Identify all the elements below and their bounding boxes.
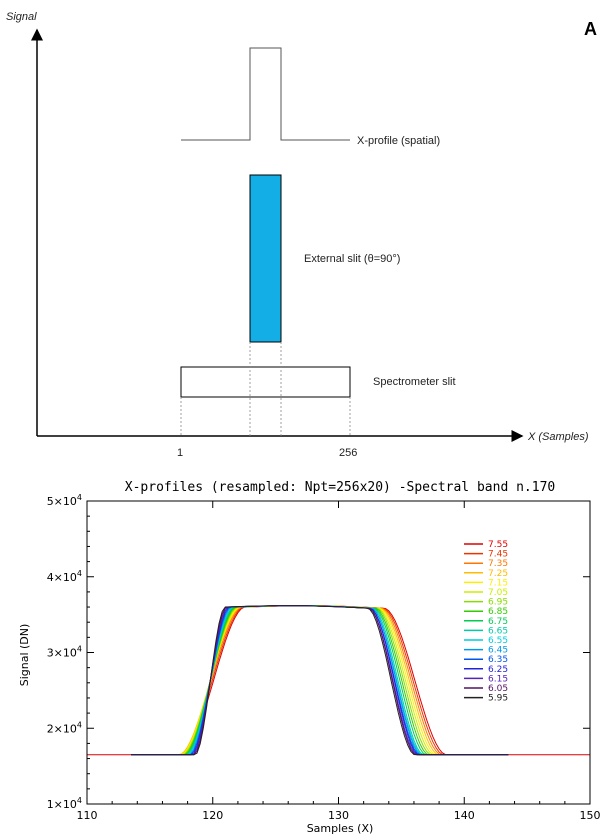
legend: 7.557.457.357.257.157.056.956.856.756.65… xyxy=(464,540,508,704)
legend-label: 7.45 xyxy=(488,550,508,560)
legend-label: 7.15 xyxy=(488,578,508,588)
x-tick-label: 110 xyxy=(77,809,98,822)
legend-label: 6.65 xyxy=(488,626,508,636)
series-line-7.45 xyxy=(131,605,509,756)
legend-label: 6.25 xyxy=(488,665,508,675)
legend-label: 6.15 xyxy=(488,674,508,684)
y-axis-title: Signal (DN) xyxy=(18,624,31,687)
x-tick-label: 150 xyxy=(580,809,601,822)
y-tick-label: 5×104 xyxy=(47,493,82,508)
series-line-7.35 xyxy=(131,605,509,756)
series-line-7.05 xyxy=(131,605,509,756)
legend-label: 6.75 xyxy=(488,617,508,627)
x-tick-label: 130 xyxy=(328,809,349,822)
y-tick-label: 4×104 xyxy=(47,569,82,584)
plot-lines xyxy=(87,605,590,756)
plot-frame xyxy=(86,500,591,805)
series-line-6.15 xyxy=(131,605,509,756)
chart-title: X-profiles (resampled: Npt=256x20) -Spec… xyxy=(125,480,555,495)
series-line-6.05 xyxy=(131,605,509,756)
series-line-6.65 xyxy=(131,605,509,756)
x-axis-label-samples: X (Samples) xyxy=(527,431,589,443)
y-tick-label: 3×104 xyxy=(47,645,82,660)
series-line-7.55 xyxy=(87,605,590,756)
series-line-6.45 xyxy=(131,605,509,756)
spectrometer-slit-label: Spectrometer slit xyxy=(373,376,456,388)
series-line-7.15 xyxy=(131,605,509,756)
legend-label: 6.45 xyxy=(488,646,508,656)
legend-label: 7.05 xyxy=(488,588,508,598)
legend-label: 7.25 xyxy=(488,569,508,579)
series-line-6.75 xyxy=(131,605,509,756)
series-line-6.25 xyxy=(131,605,509,756)
legend-label: 6.35 xyxy=(488,655,508,665)
legend-label: 6.05 xyxy=(488,684,508,694)
y-axis-label-signal: Signal xyxy=(6,11,37,23)
schematic-diagram: A Signal X (Samples) 1 256 X-profile (sp… xyxy=(6,11,597,459)
legend-label: 7.55 xyxy=(488,540,508,550)
y-tick-label: 1×104 xyxy=(47,796,82,811)
series-line-5.95 xyxy=(131,605,509,756)
spectrometer-slit-rect xyxy=(180,366,351,398)
x-profile-curve xyxy=(181,47,350,141)
x-tick-label: 140 xyxy=(454,809,475,822)
external-slit-label: External slit (θ=90°) xyxy=(304,253,400,265)
axis-ticks: 110 120 130 140 150 1×104 2×104 3×104 4×104 5×104 xyxy=(47,493,601,822)
series-line-6.55 xyxy=(131,605,509,756)
legend-label: 7.35 xyxy=(488,559,508,569)
y-tick-label: 2×104 xyxy=(47,720,82,735)
legend-label: 6.55 xyxy=(488,636,508,646)
series-line-6.35 xyxy=(131,605,509,756)
profile-chart: X-profiles (resampled: Npt=256x20) -Spec… xyxy=(18,480,601,835)
x-axis-title: Samples (X) xyxy=(307,822,374,835)
x-tick-label: 120 xyxy=(202,809,223,822)
series-line-7.25 xyxy=(131,605,509,756)
series-line-6.85 xyxy=(131,605,509,756)
legend-label: 6.95 xyxy=(488,598,508,608)
tick-label-256: 256 xyxy=(339,447,357,459)
dashed-guides xyxy=(180,342,351,436)
external-slit-rect xyxy=(249,174,282,343)
tick-label-1: 1 xyxy=(177,447,183,459)
legend-label: 6.85 xyxy=(488,607,508,617)
panel-label: A xyxy=(584,19,597,39)
x-profile-label: X-profile (spatial) xyxy=(357,135,440,147)
series-line-6.95 xyxy=(131,605,509,756)
legend-label: 5.95 xyxy=(488,694,508,704)
